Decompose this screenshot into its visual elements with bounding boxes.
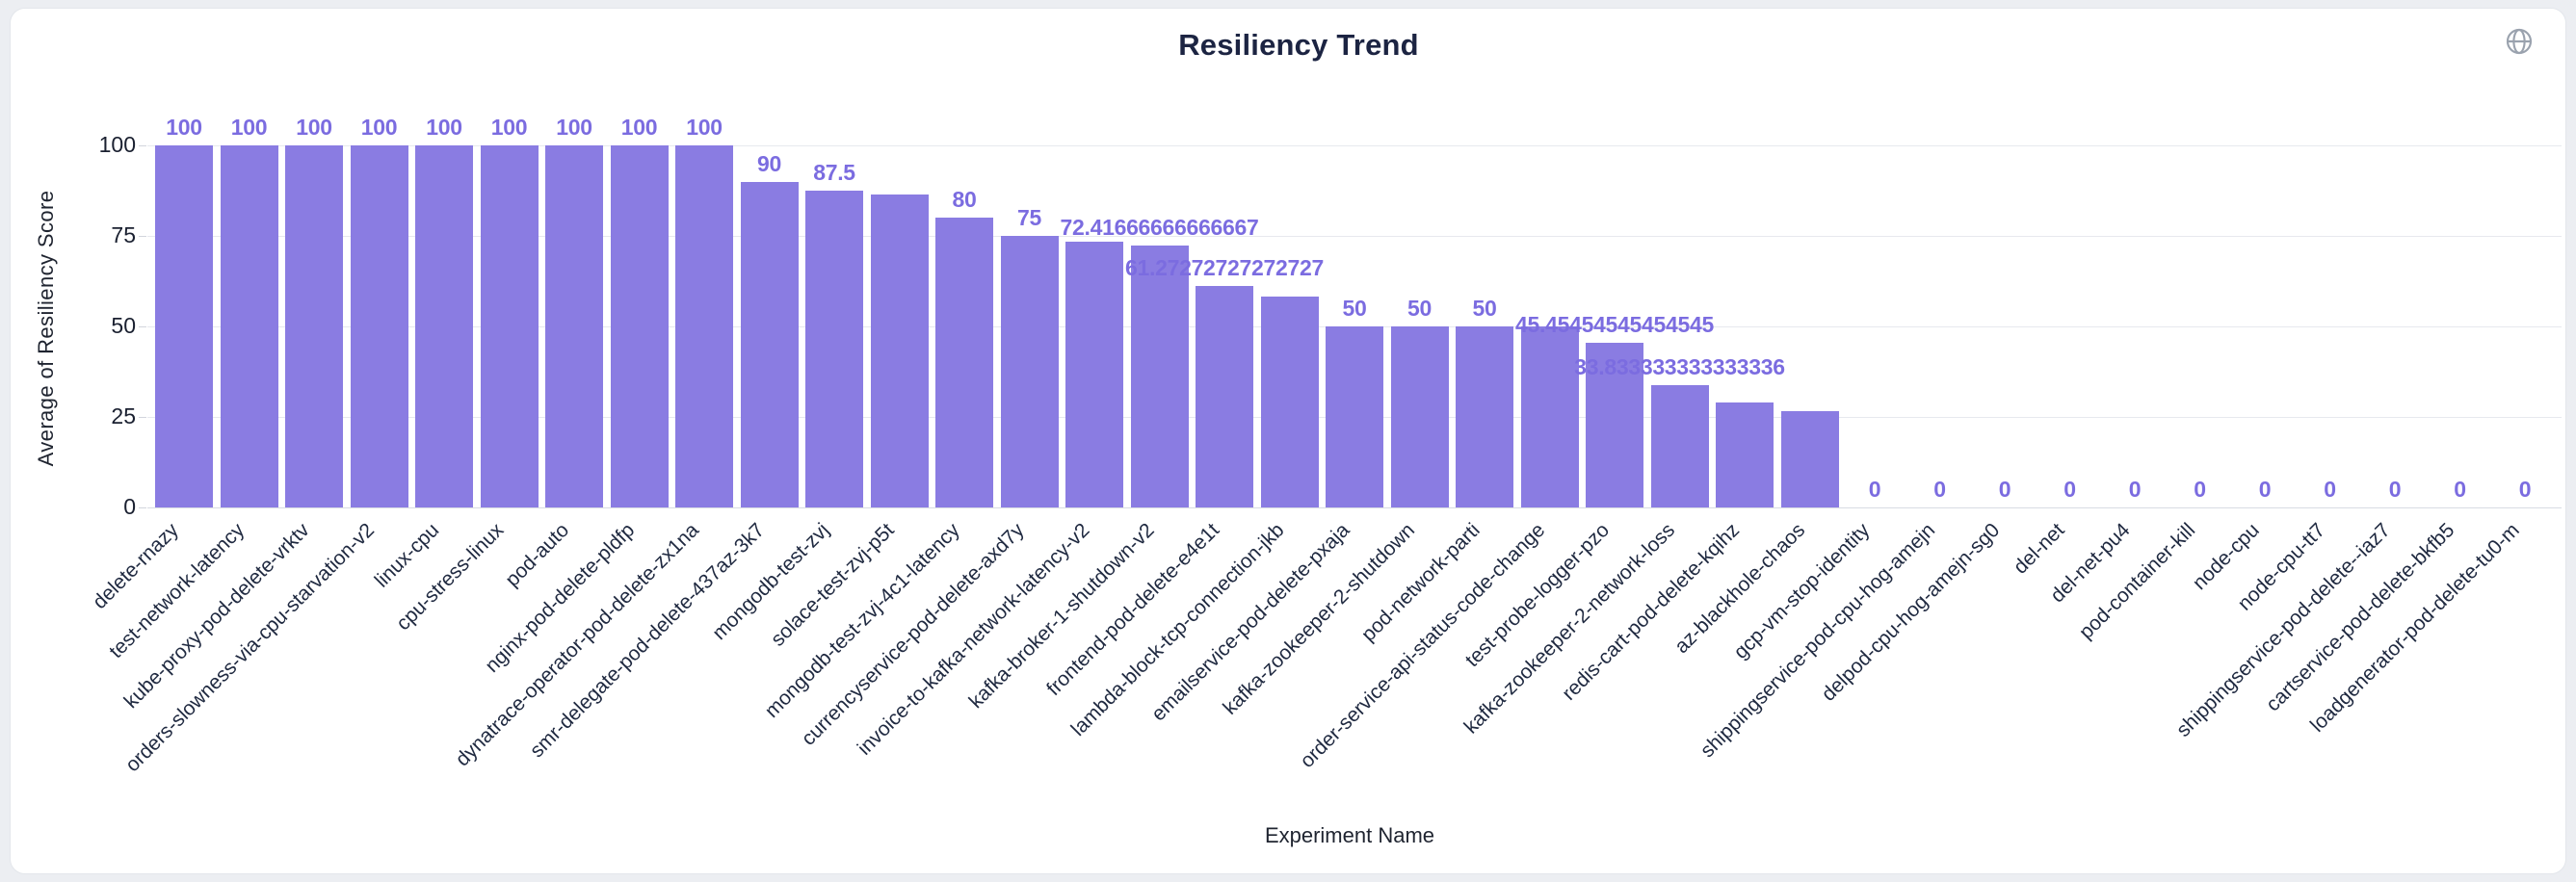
bar[interactable] <box>935 218 993 507</box>
bar-value-label: 100 <box>556 115 592 140</box>
bar-value-label: 100 <box>230 115 268 140</box>
bar-value-label: 100 <box>620 115 658 140</box>
gridline <box>147 145 2562 146</box>
bar[interactable] <box>675 145 733 507</box>
bar-value-label: 72.41666666666667 <box>1060 214 1259 240</box>
bar[interactable] <box>1326 326 1383 507</box>
gridline <box>147 236 2562 237</box>
bar-value-label: 45.45454545454545 <box>1515 312 1714 338</box>
bar[interactable] <box>220 145 278 507</box>
chart-title: Resiliency Trend <box>1178 28 1419 62</box>
bar[interactable] <box>480 145 539 507</box>
y-tick-label: 75 <box>111 222 136 247</box>
bar-value-label: 0 <box>2388 477 2402 502</box>
bar-value-label: 0 <box>2128 477 2142 502</box>
x-axis-line <box>147 507 2562 508</box>
bar[interactable] <box>1586 343 1643 507</box>
bar[interactable] <box>1650 384 1709 507</box>
x-category-label: order-service-api-status-code-change <box>1295 519 1549 773</box>
bar-value-label: 50 <box>1472 296 1497 321</box>
x-category-label: del-net <box>2010 519 2069 579</box>
bar[interactable] <box>805 191 863 507</box>
bar-value-label: 0 <box>1933 477 1946 502</box>
bar-value-label: 100 <box>426 115 462 140</box>
bar[interactable] <box>740 181 799 507</box>
bar[interactable] <box>870 195 929 507</box>
x-category-label: mongodb-test-zvj <box>708 519 834 645</box>
bar[interactable] <box>1065 242 1123 507</box>
bar[interactable] <box>1196 285 1253 507</box>
bar-value-label: 61.27272727272727 <box>1125 254 1324 280</box>
y-tick-label: 100 <box>98 132 136 157</box>
y-tick-label: 25 <box>111 403 136 428</box>
bar-value-label: 100 <box>296 115 332 140</box>
bar-value-label: 0 <box>2258 477 2272 502</box>
y-tick-mark <box>139 326 146 327</box>
bar-value-label: 0 <box>1868 477 1881 502</box>
bar-value-label: 80 <box>952 187 977 213</box>
bar-value-label: 75 <box>1017 205 1041 230</box>
x-category-label: solace-test-zvj-p5t <box>767 519 899 651</box>
bar[interactable] <box>415 145 473 507</box>
bar-value-label: 0 <box>1998 477 2011 502</box>
chart-card: Resiliency Trend Average of Resiliency S… <box>10 8 2566 874</box>
bar[interactable] <box>545 145 603 507</box>
bar[interactable] <box>610 145 669 507</box>
bar-value-label: 100 <box>686 115 723 140</box>
y-tick-mark <box>139 145 146 146</box>
x-category-label: pod-container-kill <box>2074 519 2199 644</box>
x-category-label: smr-delegate-pod-delete-437az-3k7 <box>525 519 769 763</box>
bar-value-label: 87.5 <box>813 160 855 185</box>
bar[interactable] <box>1780 410 1839 507</box>
bar[interactable] <box>285 145 343 507</box>
bar-value-label: 0 <box>2063 477 2076 502</box>
bar-value-label: 100 <box>490 115 528 140</box>
y-tick-label: 50 <box>111 313 136 338</box>
bar-value-label: 0 <box>2324 477 2336 502</box>
y-tick-label: 0 <box>123 494 136 519</box>
bar[interactable] <box>1716 402 1774 507</box>
bar-value-label: 0 <box>2518 477 2532 502</box>
y-tick-mark <box>139 507 146 508</box>
bar[interactable] <box>155 145 213 507</box>
bar[interactable] <box>1130 245 1189 507</box>
bar-value-label: 0 <box>2454 477 2466 502</box>
bar[interactable] <box>350 145 408 507</box>
bar[interactable] <box>1456 326 1513 507</box>
x-category-label: dynatrace-operator-pod-delete-zx1na <box>451 519 704 771</box>
bar-value-label: 90 <box>757 150 781 176</box>
bar-value-label: 100 <box>360 115 398 140</box>
bar-value-label: 50 <box>1342 296 1367 321</box>
x-category-label: pod-network-parti <box>1356 519 1485 646</box>
globe-icon[interactable] <box>2504 26 2535 57</box>
bar-value-label: 100 <box>166 115 202 140</box>
y-tick-mark <box>139 417 146 418</box>
bar-value-label: 33.833333333333336 <box>1574 353 1785 379</box>
x-category-label: invoice-to-kafka-network-latency-v2 <box>853 519 1094 760</box>
x-category-label: shippingservice-pod-cpu-hog-amejn <box>1695 519 1939 763</box>
bar-value-label: 0 <box>2194 477 2206 502</box>
x-axis-title: Experiment Name <box>1264 823 1435 847</box>
y-tick-mark <box>139 236 146 237</box>
bar-value-label: 50 <box>1407 296 1432 321</box>
bar[interactable] <box>1520 326 1579 507</box>
bar[interactable] <box>1260 297 1319 507</box>
bar[interactable] <box>1000 236 1059 507</box>
bar[interactable] <box>1390 326 1449 507</box>
